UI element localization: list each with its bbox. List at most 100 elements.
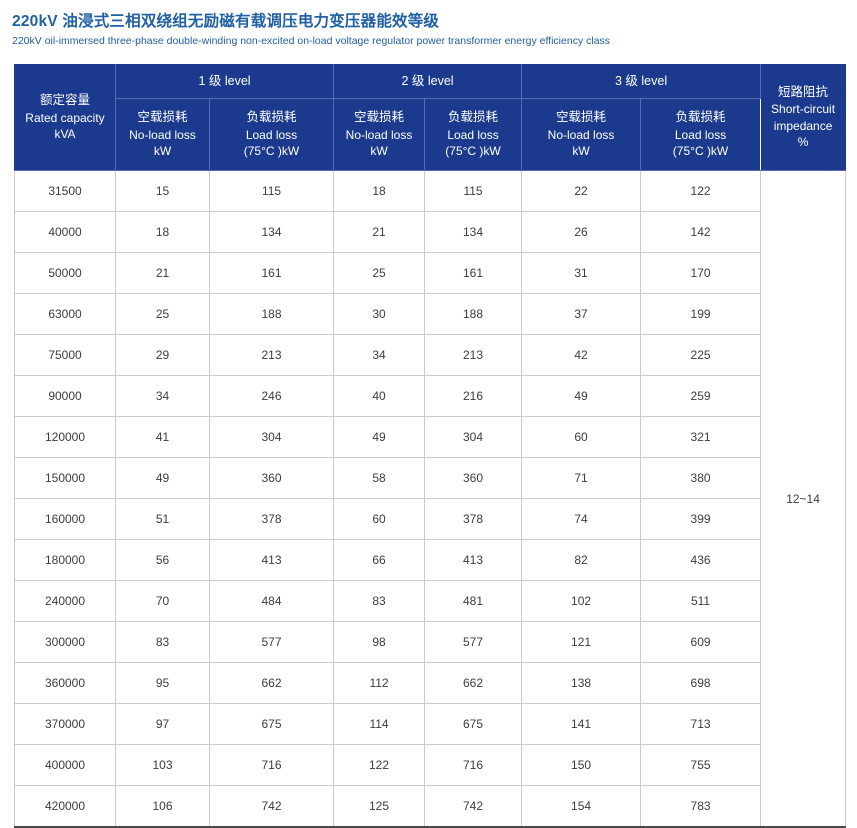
loss-value-cell: 74 bbox=[521, 498, 642, 540]
loss-value-cell: 662 bbox=[208, 662, 335, 704]
table-row: 180000 56 413 66 413 82 436 bbox=[14, 539, 846, 581]
capacity-cell: 90000 bbox=[14, 375, 116, 417]
table-row: 160000 51 378 60 378 74 399 bbox=[14, 498, 846, 540]
loss-value-cell: 122 bbox=[333, 744, 426, 786]
loss-value-cell: 413 bbox=[208, 539, 335, 581]
table-row: 400000 103 716 122 716 150 755 bbox=[14, 744, 846, 786]
loss-value-cell: 71 bbox=[521, 457, 642, 499]
loss-value-cell: 22 bbox=[521, 170, 642, 212]
loss-value-cell: 213 bbox=[208, 334, 335, 376]
header-level-2: 2 级 level bbox=[333, 64, 523, 99]
loss-value-cell: 95 bbox=[115, 662, 210, 704]
loss-value-cell: 18 bbox=[115, 211, 210, 253]
loss-value-cell: 82 bbox=[521, 539, 642, 581]
loss-value-cell: 29 bbox=[115, 334, 210, 376]
table-row: 370000 97 675 114 675 141 713 bbox=[14, 703, 846, 745]
loss-value-cell: 42 bbox=[521, 334, 642, 376]
loss-value-cell: 213 bbox=[424, 334, 523, 376]
header-impedance: 短路阻抗 Short-circuit impedance % bbox=[760, 64, 847, 171]
loss-value-cell: 102 bbox=[521, 580, 642, 622]
header-l1-load: 负载损耗 Load loss (75°C )kW bbox=[208, 98, 335, 171]
capacity-cell: 240000 bbox=[14, 580, 116, 622]
loss-value-cell: 134 bbox=[424, 211, 523, 253]
loss-value-cell: 98 bbox=[333, 621, 426, 663]
loss-value-cell: 755 bbox=[640, 744, 762, 786]
table-row: 360000 95 662 112 662 138 698 bbox=[14, 662, 846, 704]
load-unit: (75°C )kW bbox=[243, 144, 300, 159]
loss-value-cell: 675 bbox=[208, 703, 335, 745]
table-row: 150000 49 360 58 360 71 380 bbox=[14, 457, 846, 499]
loss-value-cell: 662 bbox=[424, 662, 523, 704]
loss-value-cell: 511 bbox=[640, 580, 762, 622]
impedance-en-line2: impedance bbox=[773, 118, 833, 133]
loss-value-cell: 56 bbox=[115, 539, 210, 581]
loss-value-cell: 115 bbox=[208, 170, 335, 212]
header-rated-capacity: 额定容量 Rated capacity kVA bbox=[14, 64, 116, 171]
impedance-zh: 短路阻抗 bbox=[778, 85, 829, 100]
header-l3-no-load: 空载损耗 No-load loss kW bbox=[521, 98, 642, 171]
impedance-unit: % bbox=[797, 135, 809, 150]
loss-value-cell: 142 bbox=[640, 211, 762, 253]
loss-value-cell: 30 bbox=[333, 293, 426, 335]
no-load-zh: 空载损耗 bbox=[556, 110, 607, 125]
page-subtitle: 220kV oil-immersed three-phase double-wi… bbox=[12, 35, 611, 47]
loss-value-cell: 114 bbox=[333, 703, 426, 745]
rated-capacity-unit: kVA bbox=[54, 127, 76, 142]
load-zh: 负载损耗 bbox=[246, 110, 297, 125]
no-load-en: No-load loss bbox=[547, 127, 615, 142]
capacity-cell: 75000 bbox=[14, 334, 116, 376]
loss-value-cell: 51 bbox=[115, 498, 210, 540]
table-row: 300000 83 577 98 577 121 609 bbox=[14, 621, 846, 663]
capacity-cell: 360000 bbox=[14, 662, 116, 704]
loss-value-cell: 125 bbox=[333, 785, 426, 828]
header-l2-load: 负载损耗 Load loss (75°C )kW bbox=[424, 98, 523, 171]
loss-value-cell: 360 bbox=[424, 457, 523, 499]
loss-value-cell: 134 bbox=[208, 211, 335, 253]
loss-value-cell: 138 bbox=[521, 662, 642, 704]
page-title: 220kV 油浸式三相双绕组无励磁有载调压电力变压器能效等级 bbox=[12, 13, 440, 30]
loss-value-cell: 60 bbox=[521, 416, 642, 458]
loss-value-cell: 141 bbox=[521, 703, 642, 745]
loss-value-cell: 199 bbox=[640, 293, 762, 335]
table-row: 40000 18 134 21 134 26 142 bbox=[14, 211, 846, 253]
header-group-row: 额定容量 Rated capacity kVA 1 级 level 2 级 le… bbox=[14, 64, 847, 171]
load-en: Load loss bbox=[245, 127, 298, 142]
loss-value-cell: 360 bbox=[208, 457, 335, 499]
header-level-3: 3 级 level bbox=[521, 64, 762, 99]
loss-value-cell: 154 bbox=[521, 785, 642, 828]
loss-value-cell: 713 bbox=[640, 703, 762, 745]
capacity-cell: 31500 bbox=[14, 170, 116, 212]
loss-value-cell: 58 bbox=[333, 457, 426, 499]
loss-value-cell: 399 bbox=[640, 498, 762, 540]
no-load-zh: 空载损耗 bbox=[354, 110, 405, 125]
capacity-cell: 420000 bbox=[14, 785, 116, 828]
loss-value-cell: 380 bbox=[640, 457, 762, 499]
no-load-en: No-load loss bbox=[129, 127, 196, 142]
no-load-zh: 空载损耗 bbox=[137, 110, 188, 125]
loss-value-cell: 304 bbox=[208, 416, 335, 458]
loss-value-cell: 698 bbox=[640, 662, 762, 704]
loss-value-cell: 321 bbox=[640, 416, 762, 458]
load-zh: 负载损耗 bbox=[448, 110, 499, 125]
loss-value-cell: 225 bbox=[640, 334, 762, 376]
load-zh: 负载损耗 bbox=[675, 110, 726, 125]
loss-value-cell: 15 bbox=[115, 170, 210, 212]
loss-value-cell: 216 bbox=[424, 375, 523, 417]
capacity-cell: 120000 bbox=[14, 416, 116, 458]
loss-value-cell: 106 bbox=[115, 785, 210, 828]
loss-value-cell: 577 bbox=[208, 621, 335, 663]
loss-value-cell: 25 bbox=[115, 293, 210, 335]
capacity-cell: 370000 bbox=[14, 703, 116, 745]
loss-value-cell: 378 bbox=[424, 498, 523, 540]
efficiency-table: 额定容量 Rated capacity kVA 1 级 level 2 级 le… bbox=[14, 64, 847, 828]
loss-value-cell: 716 bbox=[424, 744, 523, 786]
capacity-cell: 300000 bbox=[14, 621, 116, 663]
loss-value-cell: 378 bbox=[208, 498, 335, 540]
loss-value-cell: 188 bbox=[208, 293, 335, 335]
impedance-value-cell: 12~14 bbox=[760, 170, 847, 828]
loss-value-cell: 49 bbox=[521, 375, 642, 417]
loss-value-cell: 31 bbox=[521, 252, 642, 294]
loss-value-cell: 783 bbox=[640, 785, 762, 828]
loss-value-cell: 37 bbox=[521, 293, 642, 335]
capacity-cell: 180000 bbox=[14, 539, 116, 581]
